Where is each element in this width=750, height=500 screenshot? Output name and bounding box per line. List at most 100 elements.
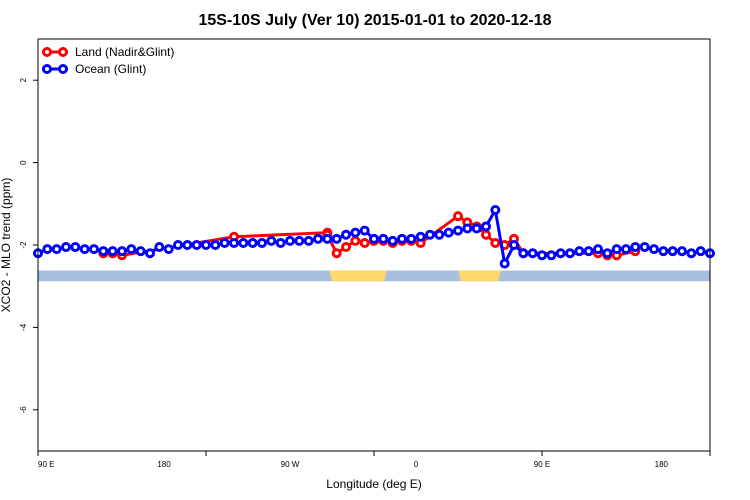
data-point [527, 248, 538, 259]
data-point [154, 242, 165, 253]
data-point [546, 250, 557, 261]
x-axis-label: Longitude (deg E) [326, 477, 421, 491]
x-tick-label: 90 E [38, 460, 54, 469]
legend-marker-land [58, 47, 68, 57]
x-tick-label: 90 E [534, 460, 550, 469]
data-point [331, 233, 342, 244]
x-tick-label: 90 W [281, 460, 300, 469]
data-point [285, 235, 295, 246]
data-point [163, 244, 174, 255]
data-point [462, 223, 473, 234]
data-point [677, 246, 687, 257]
legend: Land (Nadir&Glint) Ocean (Glint) [42, 45, 174, 76]
y-tick-label: -4 [19, 323, 28, 331]
data-point [658, 246, 669, 257]
data-point [369, 233, 379, 244]
y-axis: 2 0 -2 -4 -6 [19, 77, 38, 413]
data-point [145, 248, 155, 259]
chart-title: 15S-10S July (Ver 10) 2015-01-01 to 2020… [198, 12, 551, 29]
data-point [359, 237, 370, 248]
data-point [453, 211, 463, 222]
data-point [425, 229, 435, 240]
data-point [471, 223, 482, 234]
x-tick-label: 180 [157, 460, 171, 469]
data-point [649, 244, 659, 255]
data-point [313, 233, 323, 244]
land-band [458, 270, 501, 282]
y-tick-label: 2 [19, 77, 28, 82]
data-point [481, 229, 491, 240]
data-point [397, 233, 407, 244]
x-axis: 90 E 180 90 W 0 90 E 180 [37, 451, 711, 469]
data-point [415, 231, 426, 242]
data-point [359, 225, 370, 236]
data-point [490, 237, 501, 248]
data-point [378, 233, 389, 244]
data-point [266, 235, 277, 246]
data-point [247, 237, 258, 248]
data-point [117, 246, 127, 257]
x-tick-label: 180 [655, 460, 669, 469]
data-point [191, 240, 202, 250]
land-band [329, 270, 388, 282]
data-point [107, 246, 118, 257]
data-point [126, 244, 137, 255]
data-point [173, 240, 183, 250]
data-point [219, 237, 230, 248]
y-tick-label: -2 [19, 241, 28, 249]
data-point [303, 235, 314, 246]
data-point [499, 258, 510, 269]
data-point [583, 246, 594, 257]
data-point [331, 248, 342, 259]
data-point [434, 229, 445, 240]
legend-marker-ocean [42, 64, 52, 74]
data-point [509, 240, 519, 250]
map-band [38, 270, 710, 282]
data-point [229, 237, 239, 248]
x-tick-label: 0 [414, 460, 419, 469]
data-point [294, 235, 305, 246]
legend-label-ocean: Ocean (Glint) [75, 62, 146, 76]
data-point [341, 242, 351, 253]
data-point [70, 242, 81, 253]
data-point [630, 242, 641, 253]
data-point [453, 225, 463, 236]
data-point [686, 248, 697, 259]
data-point [51, 244, 62, 255]
data-point [387, 235, 398, 246]
data-point [182, 240, 193, 250]
data-point [593, 244, 603, 255]
data-point [443, 227, 454, 238]
data-point [611, 244, 622, 255]
y-tick-label: -6 [19, 406, 28, 414]
y-axis-label: XCO2 - MLO trend (ppm) [0, 178, 13, 313]
data-point [406, 233, 417, 244]
data-point [79, 244, 90, 255]
data-point [481, 221, 491, 232]
data-point [621, 244, 631, 255]
data-point [275, 237, 286, 248]
data-point [210, 240, 221, 250]
data-point [695, 246, 706, 257]
data-point [98, 246, 109, 257]
data-point [238, 237, 249, 248]
y-tick-label: 0 [19, 160, 28, 165]
data-point [89, 244, 99, 255]
data-point [201, 240, 211, 250]
data-point [322, 233, 333, 244]
data-point [574, 246, 585, 257]
legend-marker-ocean [58, 64, 68, 74]
data-point [667, 246, 678, 257]
data-point [350, 235, 361, 246]
data-point [42, 244, 53, 255]
data-point [257, 237, 267, 248]
series-ocean [33, 204, 715, 269]
data-point [602, 248, 613, 259]
data-point [341, 229, 351, 240]
data-point [565, 248, 575, 259]
data-point [537, 250, 547, 261]
data-point [61, 242, 71, 253]
legend-marker-land [42, 47, 52, 57]
series-layer [33, 204, 715, 269]
